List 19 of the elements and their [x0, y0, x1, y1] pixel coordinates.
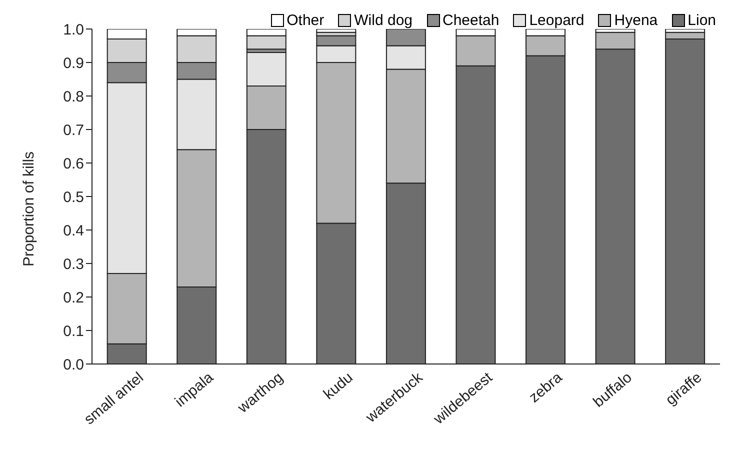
- y-tick-label: 0.0: [63, 356, 84, 374]
- y-tick-label: 0.1: [63, 322, 84, 340]
- y-tick-label: 0.3: [63, 256, 84, 273]
- bar: [316, 29, 356, 33]
- legend-label: Wild dog: [354, 12, 412, 29]
- legend-label: Leopard: [529, 12, 584, 29]
- y-tick-label: 0.8: [63, 88, 84, 106]
- y-axis-title: Proportion of kills: [20, 151, 38, 266]
- legend-label: Hyena: [614, 12, 658, 29]
- y-tick-label: 1.0: [63, 21, 84, 38]
- y-tick-label: 0.5: [63, 188, 84, 206]
- y-tick-label: 0.4: [63, 222, 84, 240]
- legend-label: Lion: [688, 12, 716, 29]
- legend-label: Cheetah: [442, 12, 500, 29]
- series-label: Other: [286, 12, 324, 29]
- y-tick-label: 0.2: [63, 289, 84, 306]
- y-tick-label: 0.9: [63, 54, 84, 72]
- y-tick-label: 0.6: [63, 155, 84, 172]
- y-tick-label: 0.7: [63, 122, 84, 139]
